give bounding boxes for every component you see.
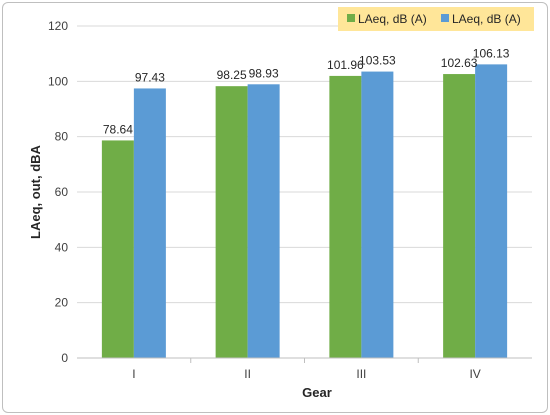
x-axis-title: Gear — [302, 385, 332, 400]
y-tick-label: 40 — [55, 240, 69, 254]
bar-series2-III — [361, 71, 394, 358]
bar-series2-IV — [475, 64, 508, 359]
x-tick-label: IV — [469, 367, 480, 381]
legend-background — [338, 7, 534, 31]
bar-series1-I — [101, 140, 134, 358]
legend-label: LAeq, dB (A) — [358, 12, 427, 26]
legend-swatch — [347, 14, 355, 22]
data-label: 101.96 — [327, 58, 364, 72]
y-tick-label: 120 — [48, 19, 68, 33]
legend: LAeq, dB (A) LAeq, dB (A) — [338, 7, 534, 31]
x-axis-ticks: I II III IV — [132, 358, 481, 381]
data-label: 103.53 — [359, 54, 396, 68]
legend-label: LAeq, dB (A) — [452, 12, 521, 26]
y-axis-ticks: 0 20 40 60 80 100 120 — [48, 19, 68, 365]
x-tick-label: II — [244, 367, 251, 381]
bar-series1-III — [329, 75, 362, 358]
data-label: 78.64 — [103, 122, 133, 136]
data-label: 98.25 — [217, 68, 247, 82]
data-label: 97.43 — [135, 70, 165, 84]
bar-series1-IV — [443, 74, 476, 358]
bar-series2-II — [247, 84, 280, 358]
y-tick-label: 60 — [55, 185, 69, 199]
bar-series2-I — [133, 88, 166, 358]
y-axis-title: LAeq, out, dBA — [28, 144, 43, 238]
data-label: 98.93 — [249, 66, 279, 80]
x-tick-label: I — [132, 367, 135, 381]
x-tick-label: III — [356, 367, 366, 381]
y-tick-label: 80 — [55, 130, 69, 144]
data-label: 102.63 — [441, 56, 478, 70]
y-tick-label: 20 — [55, 296, 69, 310]
bars — [101, 64, 508, 359]
y-tick-label: 0 — [61, 351, 68, 365]
bar-series1-II — [215, 86, 248, 359]
legend-swatch — [441, 14, 449, 22]
y-tick-label: 100 — [48, 74, 68, 88]
data-label: 106.13 — [473, 46, 510, 60]
